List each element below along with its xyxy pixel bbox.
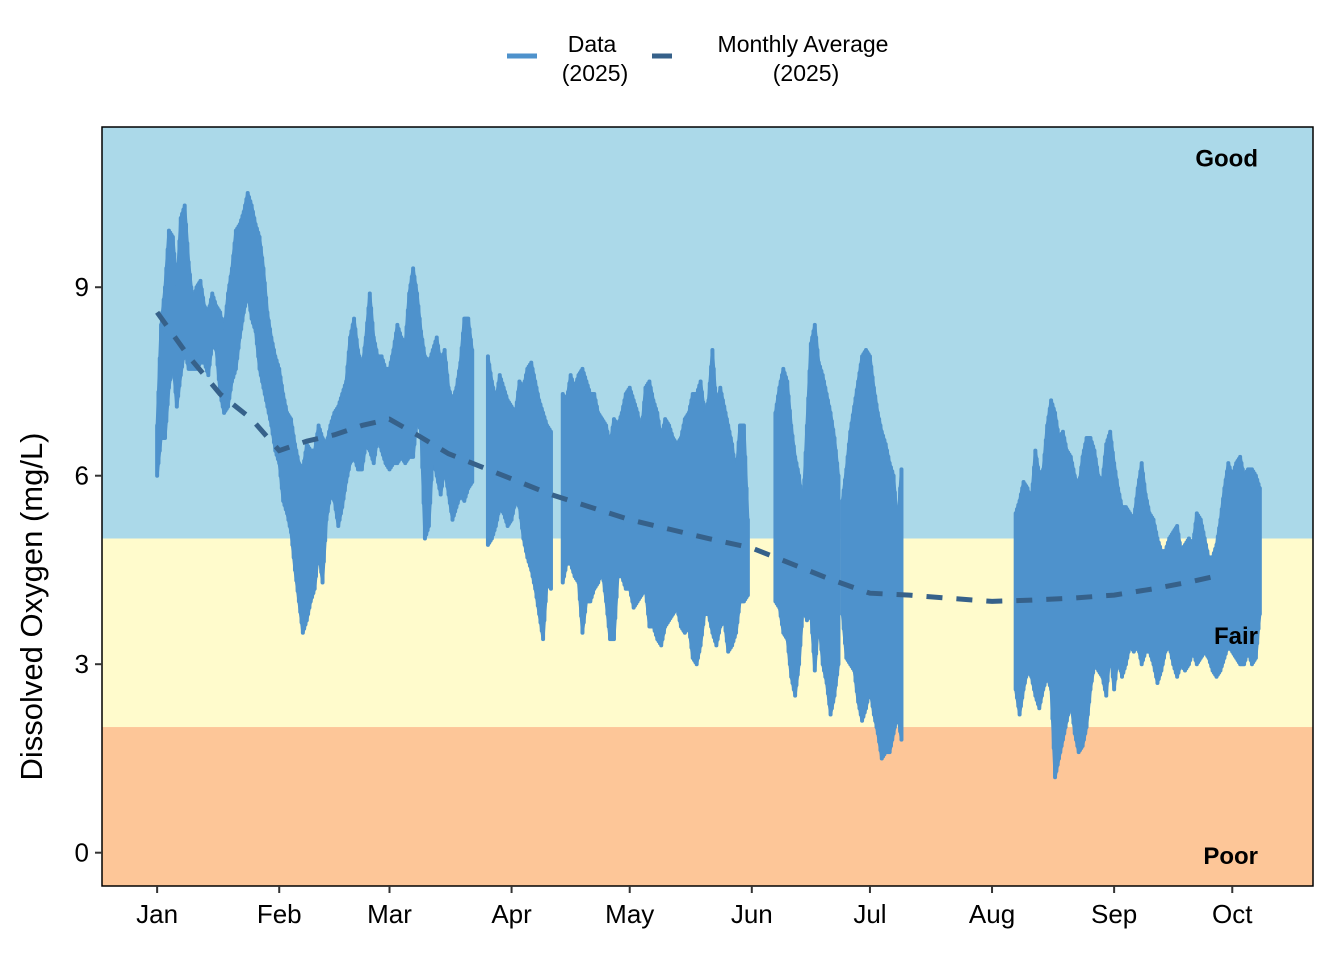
- x-tick-label: Jul: [853, 899, 886, 929]
- legend-label-data: Data: [568, 31, 617, 57]
- band-label-good: Good: [1195, 145, 1258, 172]
- band-poor: [102, 727, 1313, 886]
- legend-label-monthly-average-year: (2025): [773, 60, 839, 86]
- x-tick-label: May: [605, 899, 654, 929]
- band-label-poor: Poor: [1203, 843, 1258, 870]
- band-labels: Good Fair Poor: [1195, 145, 1258, 869]
- x-tick-label: Jun: [731, 899, 773, 929]
- x-tick-label: Jan: [136, 899, 178, 929]
- x-tick-label: Apr: [491, 899, 532, 929]
- monthly-average-series: [155, 310, 1222, 604]
- y-tick-label: 9: [75, 272, 89, 302]
- legend-label-data-year: (2025): [562, 60, 628, 86]
- x-tick-label: Oct: [1212, 899, 1253, 929]
- y-axis-title: Dissolved Oxygen (mg/L): [14, 432, 49, 780]
- x-tick-label: Feb: [257, 899, 302, 929]
- legend: Data (2025) Monthly Average (2025): [507, 31, 888, 86]
- x-tick-label: Mar: [367, 899, 412, 929]
- x-tick-label: Sep: [1091, 899, 1137, 929]
- band-label-fair: Fair: [1214, 623, 1258, 650]
- y-tick-label: 3: [75, 649, 89, 679]
- legend-label-monthly-average: Monthly Average: [718, 31, 889, 57]
- monthly-average-line: [155, 310, 1222, 604]
- x-tick-label: Aug: [969, 899, 1015, 929]
- y-tick-label: 0: [75, 838, 89, 868]
- y-axis: 0 3 6 9: [75, 272, 102, 868]
- y-tick-label: 6: [75, 461, 89, 491]
- plot-border: [101, 126, 1314, 887]
- x-axis: Jan Feb Mar Apr May Jun Jul Aug Sep Oct: [136, 886, 1253, 929]
